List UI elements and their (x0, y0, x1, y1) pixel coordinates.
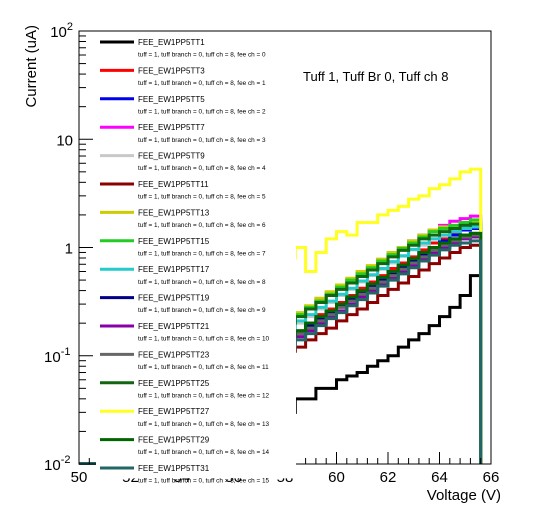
legend-label: FEE_EW1PP5TT29 (138, 436, 210, 445)
y-tick-label: 10-1 (44, 346, 70, 366)
legend-detail: tuff = 1, tuff branch = 0, tuff ch = 8, … (138, 194, 266, 201)
legend-detail: tuff = 1, tuff branch = 0, tuff ch = 8, … (138, 449, 270, 456)
legend-label: FEE_EW1PP5TT25 (138, 379, 210, 388)
legend-label: FEE_EW1PP5TT21 (138, 322, 210, 331)
legend-label: FEE_EW1PP5TT27 (138, 407, 210, 416)
legend-detail: tuff = 1, tuff branch = 0, tuff ch = 8, … (138, 222, 266, 229)
y-tick-label: 10 (56, 132, 73, 149)
legend-detail: tuff = 1, tuff branch = 0, tuff ch = 8, … (138, 392, 270, 399)
legend-detail: tuff = 1, tuff branch = 0, tuff ch = 8, … (138, 336, 270, 343)
legend-detail: tuff = 1, tuff branch = 0, tuff ch = 8, … (138, 307, 266, 314)
x-tick-label: 66 (483, 469, 500, 486)
legend-label: FEE_EW1PP5TT9 (138, 152, 205, 161)
y-tick-label: 10-2 (44, 454, 70, 474)
legend-detail: tuff = 1, tuff branch = 0, tuff ch = 8, … (138, 279, 266, 286)
x-tick-label: 64 (431, 469, 448, 486)
legend-label: FEE_EW1PP5TT17 (138, 265, 210, 274)
x-tick-label: 50 (71, 469, 88, 486)
legend-label: FEE_EW1PP5TT11 (138, 180, 209, 189)
y-tick-label: 102 (50, 21, 73, 41)
x-tick-label: 60 (328, 469, 345, 486)
legend-label: FEE_EW1PP5TT19 (138, 294, 210, 303)
legend-background (96, 32, 296, 479)
chart-annotation: Tuff 1, Tuff Br 0, Tuff ch 8 (303, 69, 449, 84)
legend-label: FEE_EW1PP5TT23 (138, 350, 210, 359)
legend-detail: tuff = 1, tuff branch = 0, tuff ch = 8, … (138, 52, 266, 59)
legend-detail: tuff = 1, tuff branch = 0, tuff ch = 8, … (138, 250, 266, 257)
y-axis-label: Current (uA) (23, 25, 40, 108)
legend-label: FEE_EW1PP5TT13 (138, 208, 210, 217)
x-axis-label: Voltage (V) (427, 487, 501, 504)
legend-detail: tuff = 1, tuff branch = 0, tuff ch = 8, … (138, 364, 269, 371)
legend-label: FEE_EW1PP5TT7 (138, 123, 205, 132)
legend-detail: tuff = 1, tuff branch = 0, tuff ch = 8, … (138, 421, 270, 428)
legend-label: FEE_EW1PP5TT3 (138, 66, 205, 75)
legend-label: FEE_EW1PP5TT15 (138, 237, 210, 246)
x-tick-label: 62 (380, 469, 397, 486)
legend-detail: tuff = 1, tuff branch = 0, tuff ch = 8, … (138, 165, 266, 172)
legend-detail: tuff = 1, tuff branch = 0, tuff ch = 8, … (138, 80, 266, 87)
legend-label: FEE_EW1PP5TT5 (138, 95, 205, 104)
y-tick-label: 1 (65, 241, 73, 258)
legend-detail: tuff = 1, tuff branch = 0, tuff ch = 8, … (138, 137, 266, 144)
legend-detail: tuff = 1, tuff branch = 0, tuff ch = 8, … (138, 108, 266, 115)
legend-detail: tuff = 1, tuff branch = 0, tuff ch = 8, … (138, 478, 270, 485)
legend-label: FEE_EW1PP5TT1 (138, 38, 205, 47)
legend-label: FEE_EW1PP5TT31 (138, 464, 210, 473)
